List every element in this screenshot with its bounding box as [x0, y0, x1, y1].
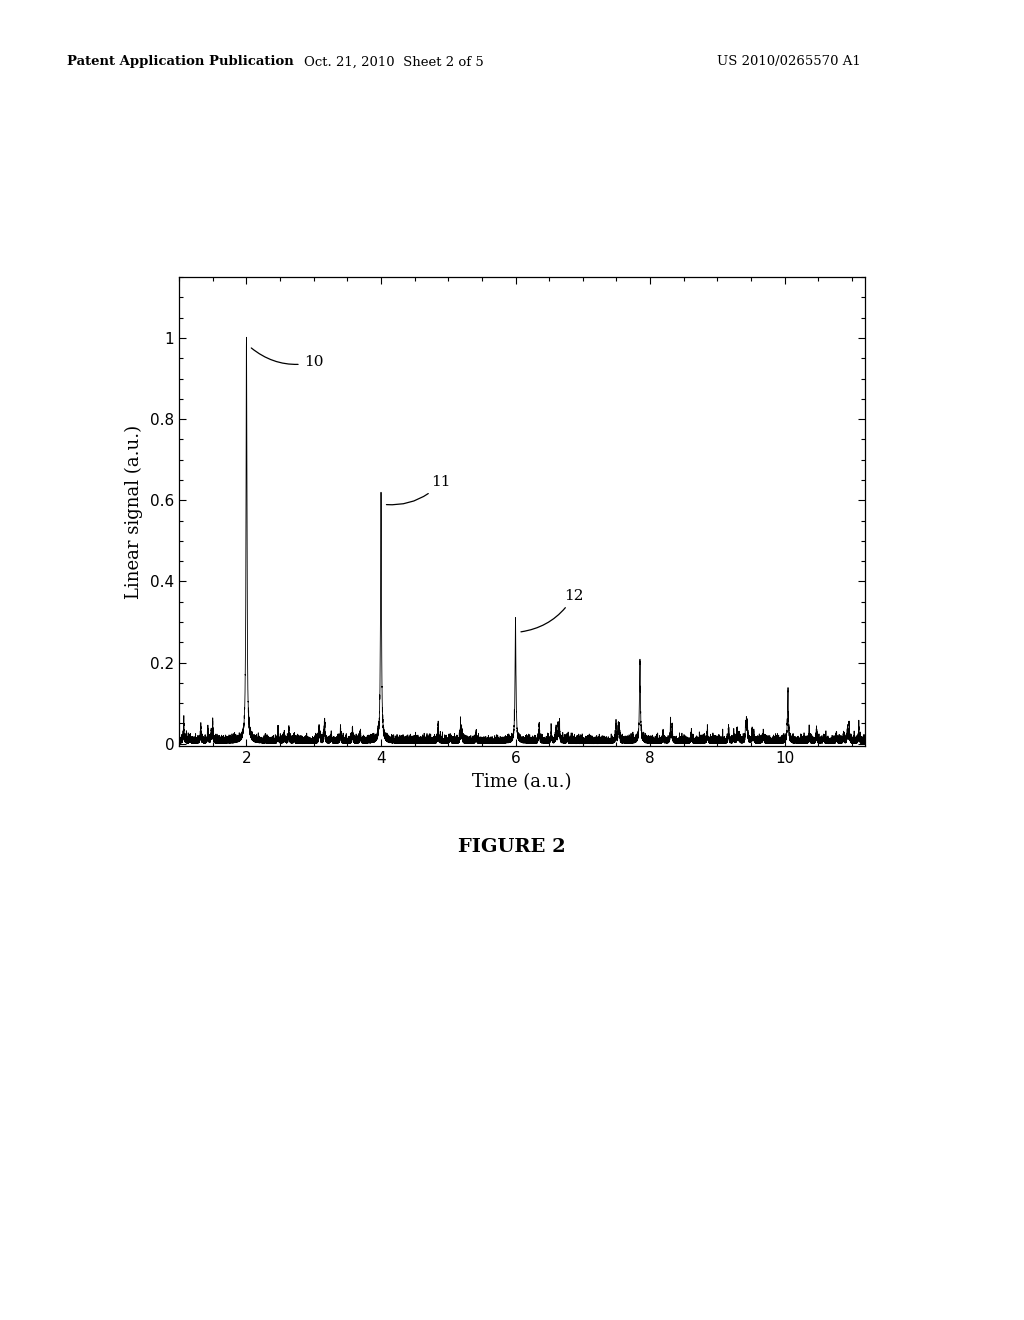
Text: US 2010/0265570 A1: US 2010/0265570 A1: [717, 55, 860, 69]
Text: FIGURE 2: FIGURE 2: [458, 838, 566, 857]
X-axis label: Time (a.u.): Time (a.u.): [472, 772, 572, 791]
Text: 11: 11: [386, 475, 451, 504]
Text: Patent Application Publication: Patent Application Publication: [67, 55, 293, 69]
Y-axis label: Linear signal (a.u.): Linear signal (a.u.): [125, 425, 143, 598]
Text: 12: 12: [521, 589, 584, 632]
Text: 10: 10: [251, 348, 324, 370]
Text: Oct. 21, 2010  Sheet 2 of 5: Oct. 21, 2010 Sheet 2 of 5: [304, 55, 484, 69]
